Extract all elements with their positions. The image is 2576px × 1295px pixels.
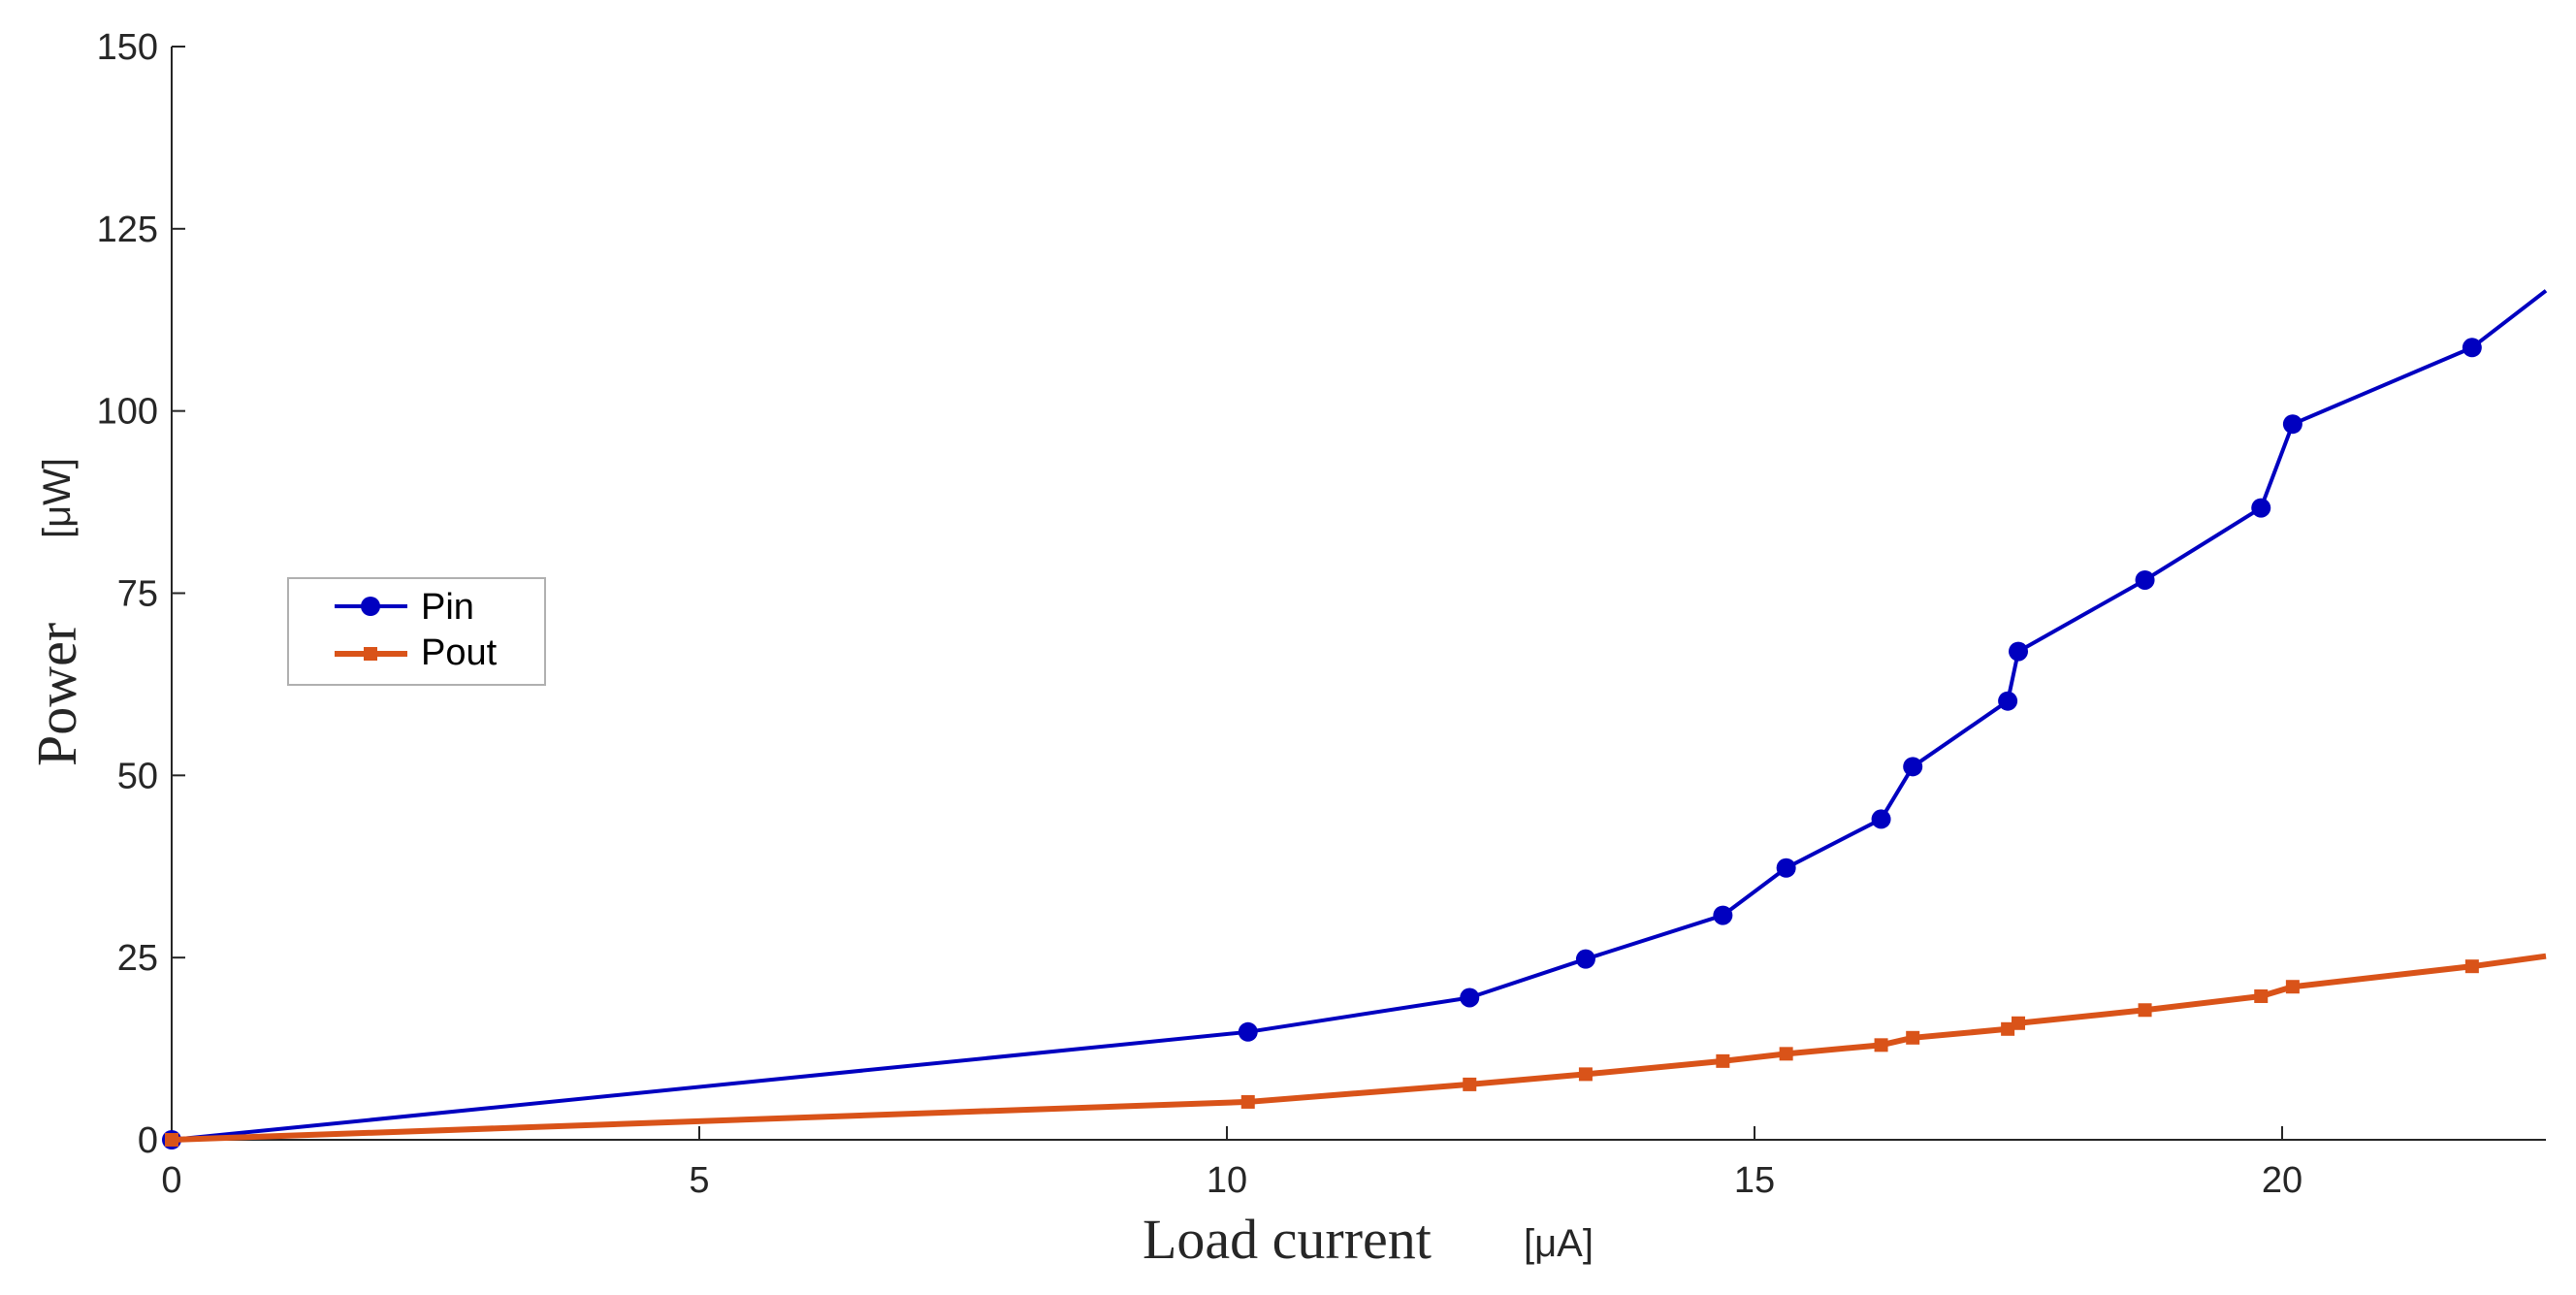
data-point-pin bbox=[1903, 757, 1923, 777]
data-point-pin bbox=[1776, 858, 1796, 878]
data-point-pin bbox=[2009, 641, 2028, 662]
data-point-pout bbox=[2285, 980, 2300, 994]
data-point-pin bbox=[1238, 1021, 1258, 1042]
x-tick-label: 0 bbox=[161, 1160, 181, 1201]
data-point-pin bbox=[1871, 809, 1891, 829]
y-tick-label: 125 bbox=[97, 210, 158, 250]
data-point-pout bbox=[1463, 1077, 1477, 1091]
y-tick-label: 25 bbox=[117, 938, 158, 979]
y-tick-label: 0 bbox=[138, 1120, 158, 1161]
legend-box bbox=[287, 577, 546, 686]
y-axis-title: Power bbox=[25, 623, 88, 766]
data-point-pin bbox=[2251, 498, 2271, 518]
x-tick-label: 20 bbox=[2262, 1160, 2302, 1201]
data-point-pout bbox=[2138, 1003, 2152, 1018]
data-point-pout bbox=[165, 1133, 178, 1147]
data-point-pout bbox=[2001, 1021, 2015, 1036]
data-point-pout bbox=[2254, 988, 2269, 1003]
series-line-pin bbox=[171, 289, 2548, 1142]
series-line-pout bbox=[171, 953, 2547, 1143]
data-point-pin bbox=[1998, 691, 2018, 711]
x-axis-title: Load current bbox=[1143, 1208, 1432, 1271]
data-point-pout bbox=[1874, 1038, 1888, 1052]
data-point-pout bbox=[1578, 1067, 1593, 1082]
legend-label-pout: Pout bbox=[421, 632, 498, 673]
y-axis-unit: [μW] bbox=[36, 458, 79, 538]
data-point-pout bbox=[2464, 959, 2479, 974]
x-axis-unit: [μA] bbox=[1524, 1222, 1594, 1265]
data-point-pout bbox=[1906, 1030, 1920, 1045]
legend-item-pout: Pout bbox=[335, 632, 498, 673]
x-tick-label: 5 bbox=[689, 1160, 709, 1201]
y-tick-label: 75 bbox=[117, 574, 158, 615]
legend: Pin Pout bbox=[287, 577, 546, 686]
data-point-pin bbox=[1575, 949, 1595, 969]
data-point-pin bbox=[2282, 414, 2302, 435]
legend-label-pin: Pin bbox=[421, 587, 474, 628]
legend-marker-pout bbox=[364, 647, 377, 661]
legend-marker-pin bbox=[361, 597, 380, 616]
data-point-pout bbox=[1716, 1053, 1730, 1068]
data-point-pout bbox=[1779, 1047, 1793, 1061]
data-point-pout bbox=[2012, 1016, 2025, 1030]
data-point-pout bbox=[1240, 1094, 1255, 1109]
data-point-pin bbox=[1713, 905, 1733, 925]
y-tick-label: 150 bbox=[97, 27, 158, 68]
data-point-pin bbox=[1460, 987, 1480, 1008]
x-tick-label: 15 bbox=[1734, 1160, 1775, 1201]
series-layer bbox=[162, 289, 2548, 1149]
legend-item-pin: Pin bbox=[335, 587, 474, 628]
axes: 0 5 10 15 20 0 25 50 75 100 125 150 bbox=[97, 27, 2546, 1201]
x-tick-label: 10 bbox=[1207, 1160, 1247, 1201]
y-tick-label: 50 bbox=[117, 756, 158, 796]
data-point-pin bbox=[2462, 338, 2482, 358]
y-tick-label: 100 bbox=[97, 392, 158, 433]
data-point-pin bbox=[2135, 569, 2155, 590]
